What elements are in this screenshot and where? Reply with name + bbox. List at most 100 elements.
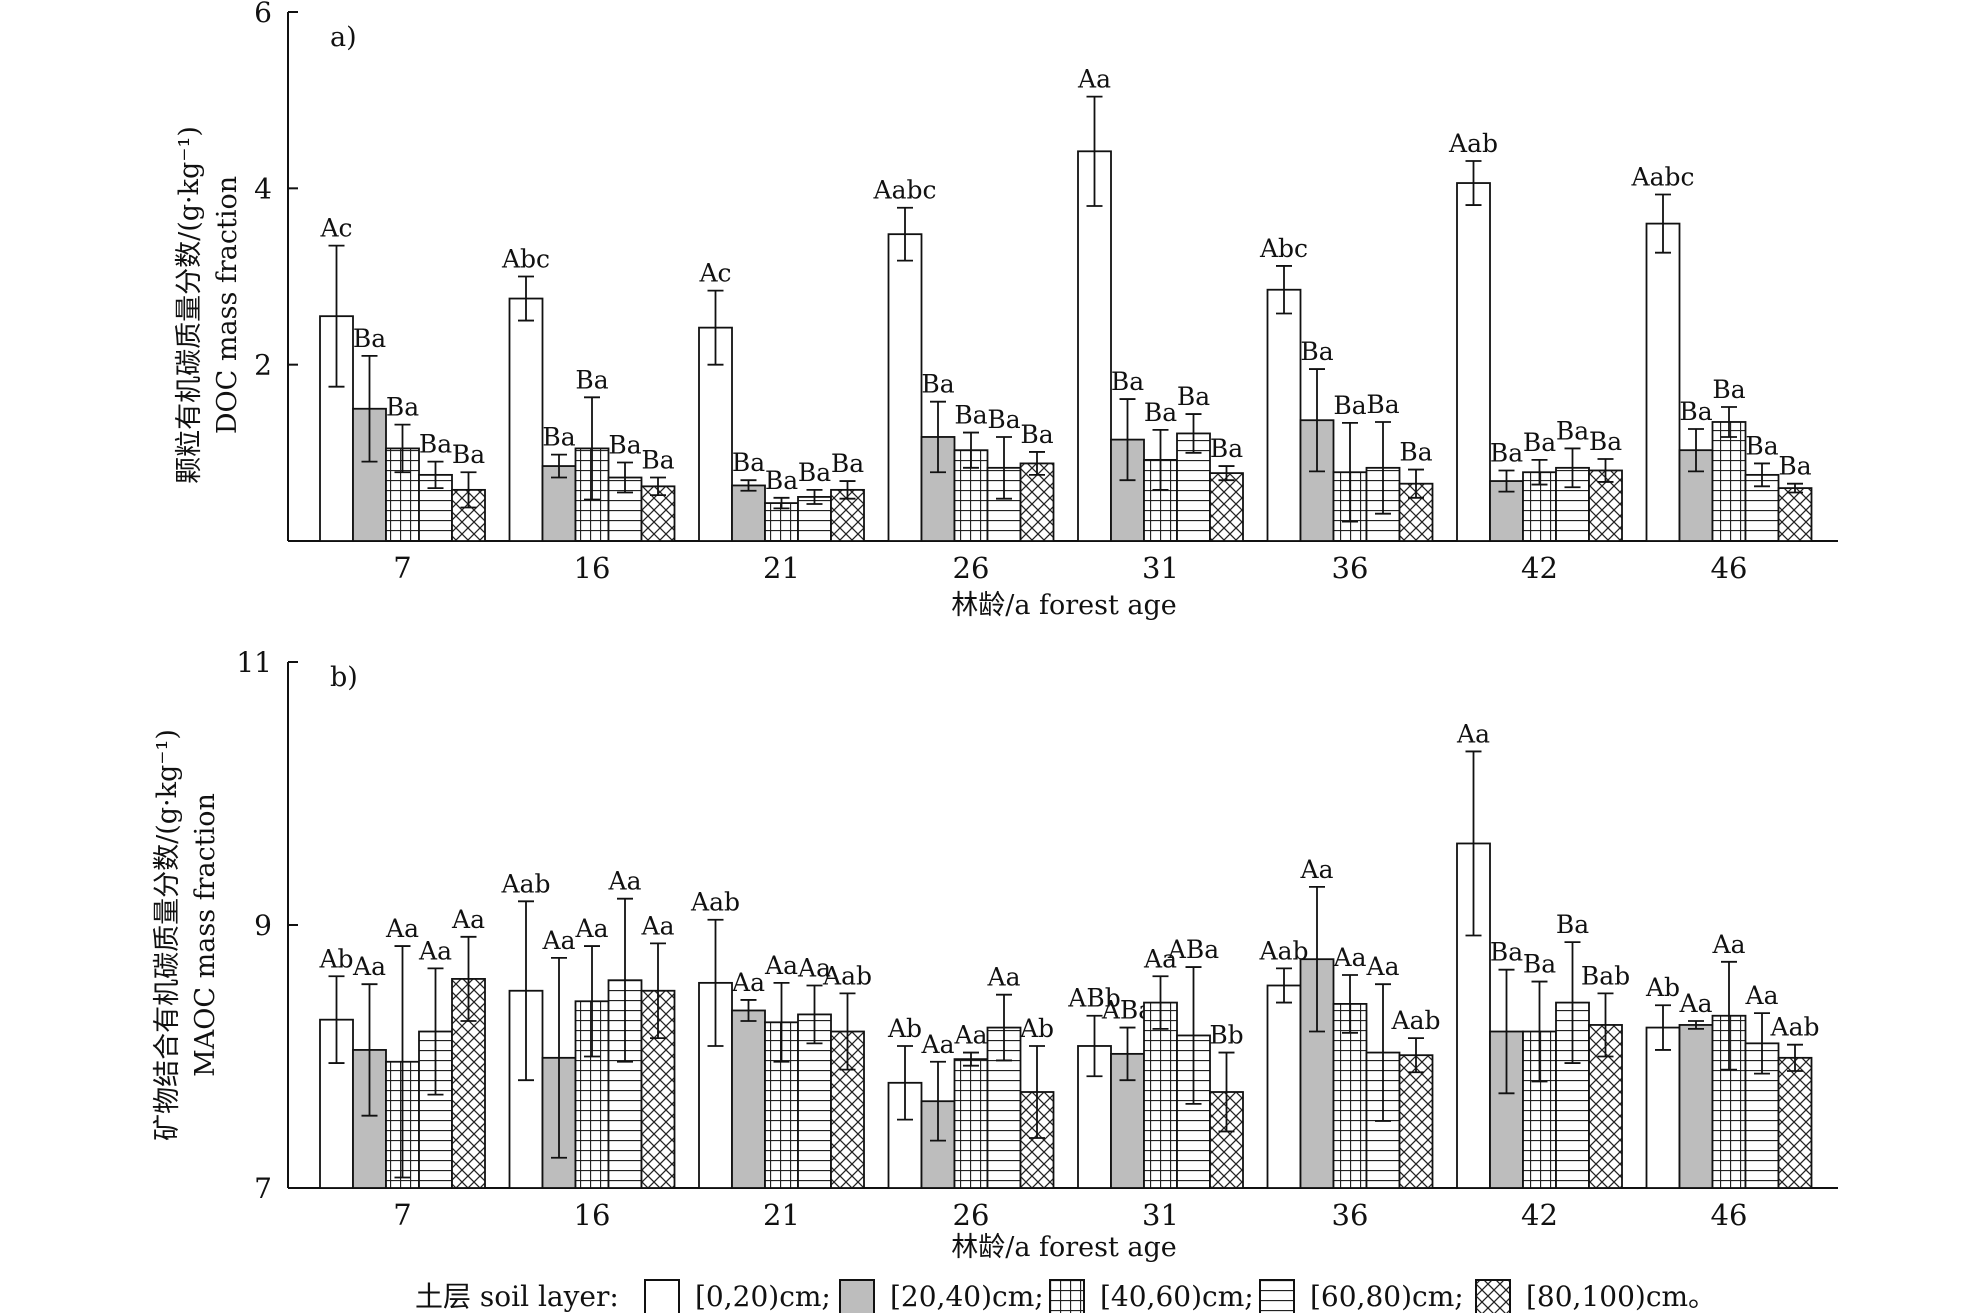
x-tick-label: 21 bbox=[763, 551, 800, 585]
error-bar bbox=[1218, 1051, 1235, 1133]
panel-b-y-axis-label-en: MAOC mass fraction bbox=[190, 793, 221, 1077]
bar-80-100cm-age-46 bbox=[1777, 487, 1813, 542]
significance-label: Ba bbox=[987, 405, 1020, 434]
error-bar bbox=[1655, 193, 1671, 254]
error-bar bbox=[773, 981, 790, 1063]
error-bar bbox=[1465, 160, 1482, 206]
panel-a-label: a) bbox=[330, 22, 357, 53]
significance-label: Ba bbox=[1556, 416, 1589, 445]
significance-label: ABb bbox=[1067, 984, 1120, 1013]
x-tick-label: 16 bbox=[574, 1198, 611, 1232]
significance-label: Aa bbox=[921, 1030, 955, 1059]
error-bar bbox=[1688, 428, 1704, 473]
y-tick-label: 7 bbox=[254, 1172, 272, 1205]
significance-label: Aa bbox=[1745, 981, 1779, 1010]
significance-label: Aa bbox=[575, 914, 609, 943]
error-bar bbox=[460, 935, 477, 1022]
significance-label: Ba bbox=[641, 446, 674, 475]
significance-label: Ba bbox=[1366, 390, 1399, 419]
y-tick-label: 2 bbox=[254, 349, 272, 382]
error-bar bbox=[1787, 482, 1803, 494]
bar-80-100cm-age-16 bbox=[640, 989, 676, 1189]
significance-label: Bab bbox=[1581, 961, 1630, 990]
significance-label: Ba bbox=[1556, 910, 1589, 939]
x-tick-label: 46 bbox=[1711, 1198, 1748, 1232]
significance-label: Ba bbox=[954, 401, 987, 430]
significance-label: Ba bbox=[452, 440, 485, 469]
error-bar bbox=[551, 453, 567, 479]
legend-item-40-60cm: [40,60)cm; bbox=[1100, 1280, 1254, 1313]
bar-0-20cm-age-42 bbox=[1456, 842, 1491, 1189]
error-bar bbox=[394, 423, 411, 474]
bar-40-60cm-age-21 bbox=[764, 502, 799, 542]
error-bar bbox=[740, 999, 757, 1022]
error-bar bbox=[650, 942, 666, 1039]
x-tick-label: 31 bbox=[1142, 1198, 1179, 1232]
significance-label: Ba bbox=[732, 448, 765, 477]
error-bar bbox=[1721, 406, 1737, 438]
x-tick-label: 36 bbox=[1332, 1198, 1369, 1232]
error-bar bbox=[1597, 992, 1614, 1058]
bar-80-100cm-age-42 bbox=[1588, 1024, 1623, 1189]
significance-label: Ba bbox=[1111, 367, 1144, 396]
legend-item-60-80cm: [60,80)cm; bbox=[1310, 1280, 1464, 1313]
bar-0-20cm-age-26 bbox=[887, 233, 923, 542]
error-bar bbox=[460, 471, 477, 509]
significance-label: Aa bbox=[1333, 943, 1367, 972]
significance-label: Ba bbox=[1523, 428, 1556, 457]
significance-label: Ba bbox=[575, 365, 608, 394]
bar-20-40cm-age-16 bbox=[541, 465, 577, 542]
significance-label: Aa bbox=[1456, 719, 1490, 748]
error-bar bbox=[1185, 966, 1202, 1105]
bar-60-80cm-age-7 bbox=[418, 473, 453, 542]
y-tick-label: 11 bbox=[236, 646, 272, 679]
error-bar bbox=[394, 945, 411, 1179]
x-tick-label: 42 bbox=[1521, 1198, 1558, 1232]
significance-label: Ba bbox=[386, 393, 419, 422]
significance-label: ABa bbox=[1167, 935, 1219, 964]
error-bar bbox=[1408, 1037, 1424, 1074]
legend-item-20-40cm: [20,40)cm; bbox=[890, 1280, 1044, 1313]
significance-label: Aab bbox=[1448, 129, 1498, 158]
significance-label: Ba bbox=[1020, 420, 1053, 449]
error-bar bbox=[650, 476, 666, 497]
significance-label: Aa bbox=[641, 911, 675, 940]
error-bar bbox=[584, 396, 600, 501]
significance-label: Aa bbox=[1712, 930, 1746, 959]
legend-item-0-20cm: [0,20)cm; bbox=[695, 1280, 831, 1313]
x-tick-label: 46 bbox=[1711, 551, 1748, 585]
significance-label: Aa bbox=[987, 963, 1021, 992]
significance-label: Aab bbox=[501, 869, 551, 898]
legend-swatch-0-20cm bbox=[644, 1279, 680, 1313]
bar-20-40cm-age-21 bbox=[731, 484, 766, 542]
x-tick-label: 36 bbox=[1332, 551, 1369, 585]
legend-swatch-80-100cm bbox=[1475, 1279, 1511, 1313]
bar-0-20cm-age-36 bbox=[1266, 984, 1302, 1189]
bar-20-40cm-age-21 bbox=[731, 1009, 766, 1189]
error-bar bbox=[806, 984, 823, 1045]
error-bar bbox=[1119, 398, 1136, 482]
x-tick-label: 7 bbox=[393, 1198, 411, 1232]
error-bar bbox=[1754, 1012, 1770, 1075]
y-tick-label: 9 bbox=[254, 909, 272, 942]
error-bar bbox=[1688, 1020, 1704, 1030]
bar-0-20cm-age-46 bbox=[1645, 222, 1681, 542]
error-bar bbox=[996, 436, 1012, 500]
error-bar bbox=[617, 897, 633, 1063]
significance-label: Aab bbox=[1770, 1013, 1820, 1042]
legend: 土层 soil layer: [0,20)cm; [20,40)cm; [40,… bbox=[415, 1279, 1716, 1313]
significance-label: Aab bbox=[690, 888, 740, 917]
significance-label: Abc bbox=[1259, 234, 1308, 263]
significance-label: Ba bbox=[1745, 431, 1778, 460]
error-bar bbox=[1086, 95, 1103, 207]
panel-a-y-axis-label-zh: 颗粒有机碳质量分数/(g·kg⁻¹) bbox=[174, 126, 205, 484]
error-bar bbox=[839, 992, 856, 1071]
significance-label: Aa bbox=[451, 905, 485, 934]
significance-label: Aa bbox=[1077, 65, 1111, 94]
bar-80-100cm-age-26 bbox=[1019, 462, 1055, 542]
error-bar bbox=[1787, 1043, 1803, 1072]
significance-label: Aa bbox=[418, 936, 452, 965]
x-tick-label: 26 bbox=[953, 1198, 990, 1232]
